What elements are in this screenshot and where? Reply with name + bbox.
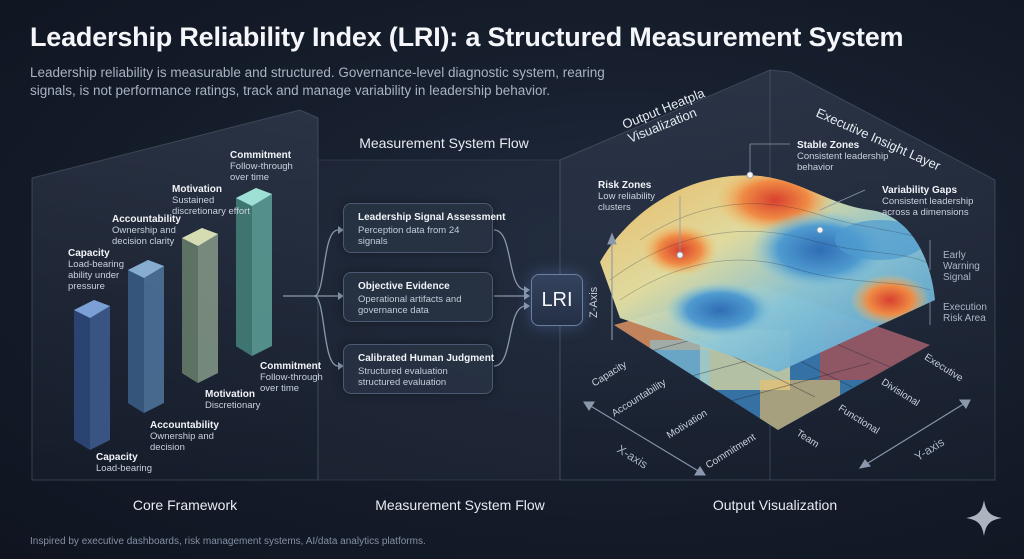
- pillar-accountability: [128, 260, 164, 413]
- pillar-capacity: [74, 300, 110, 450]
- flow-bottom-label: Measurement System Flow: [375, 497, 545, 513]
- side-label-early-warning: Early Warning Signal: [943, 250, 980, 283]
- flow-box-title: Leadership Signal Assessment: [358, 212, 506, 223]
- callout-stable-zones: Stable Zones Consistent leadership behavi…: [797, 140, 889, 173]
- z-axis-label: Z-Axis: [588, 286, 600, 318]
- callout-variability-gaps: Variability Gaps Consistent leadership ac…: [882, 185, 974, 218]
- pillar-top-label-accountability: Accountability Ownership and decision cla…: [112, 214, 181, 247]
- flow-box-desc: Perception data from 24 signals: [358, 225, 460, 247]
- pillar-bottom-label-accountability: Accountability Ownership and decision: [150, 420, 219, 453]
- lri-hub: LRI: [531, 274, 583, 326]
- arrowhead-lri-c: [524, 302, 530, 310]
- heatmap-axes: [583, 232, 971, 476]
- pillar-top-label-capacity: Capacity Load-bearing ability under press…: [68, 248, 124, 292]
- flow-box-human-judgment: Calibrated Human Judgment Structured eva…: [343, 344, 495, 394]
- pillar-commitment: [236, 188, 272, 356]
- callout-leader-lines: [676, 143, 931, 325]
- pillar-top-label-commitment: Commitment Follow-through over time: [230, 150, 293, 183]
- core-framework-label: Core Framework: [132, 497, 238, 513]
- page-subtitle: Leadership reliability is measurable and…: [30, 65, 605, 98]
- flow-box-title: Objective Evidence: [358, 281, 450, 292]
- flow-box-title: Calibrated Human Judgment: [358, 353, 495, 364]
- arrowhead-signal: [338, 226, 344, 234]
- connector-judgment-to-lri: [493, 305, 527, 367]
- footer-note: Inspired by executive dashboards, risk m…: [30, 536, 426, 547]
- arrowhead-lri-a: [524, 286, 530, 294]
- callout-risk-zones: Risk Zones Low reliability clusters: [598, 180, 656, 213]
- side-label-execution-risk: Execution Risk Area: [943, 302, 987, 324]
- flow-box-objective-evidence: Objective Evidence Operational artifacts…: [343, 272, 493, 322]
- flow-top-label: Measurement System Flow: [359, 135, 529, 151]
- pillar-top-label-motivation: Motivation Sustained discretionary effort: [172, 184, 250, 217]
- arrowhead-judgment: [338, 362, 344, 370]
- flow-box-desc: Operational artifacts and governance dat…: [358, 294, 462, 316]
- output-visualization-label: Output Visualization: [712, 497, 838, 513]
- arrowhead-evidence: [338, 292, 344, 300]
- connector-to-signal: [313, 229, 339, 297]
- pillar-bottom-label-capacity: Capacity Load-bearing: [96, 452, 152, 474]
- arrowhead-lri-b: [524, 292, 530, 300]
- pillar-motivation: [182, 228, 218, 383]
- pillar-bottom-label-commitment: Commitment Follow-through over time: [260, 361, 323, 394]
- connector-signal-to-lri: [493, 229, 527, 291]
- flow-box-signal-assessment: Leadership Signal Assessment Perception …: [343, 203, 505, 253]
- sparkle-icon: [966, 500, 1002, 536]
- flow-box-desc: Structured evaluation structured evaluat…: [358, 366, 448, 388]
- heatmap-contours: [609, 203, 933, 301]
- connector-to-judgment: [313, 295, 339, 367]
- page-title: Leadership Reliability Index (LRI): a St…: [30, 22, 904, 52]
- pillars-chart: [74, 188, 272, 450]
- pillar-bottom-label-motivation: Motivation Discretionary: [205, 389, 261, 411]
